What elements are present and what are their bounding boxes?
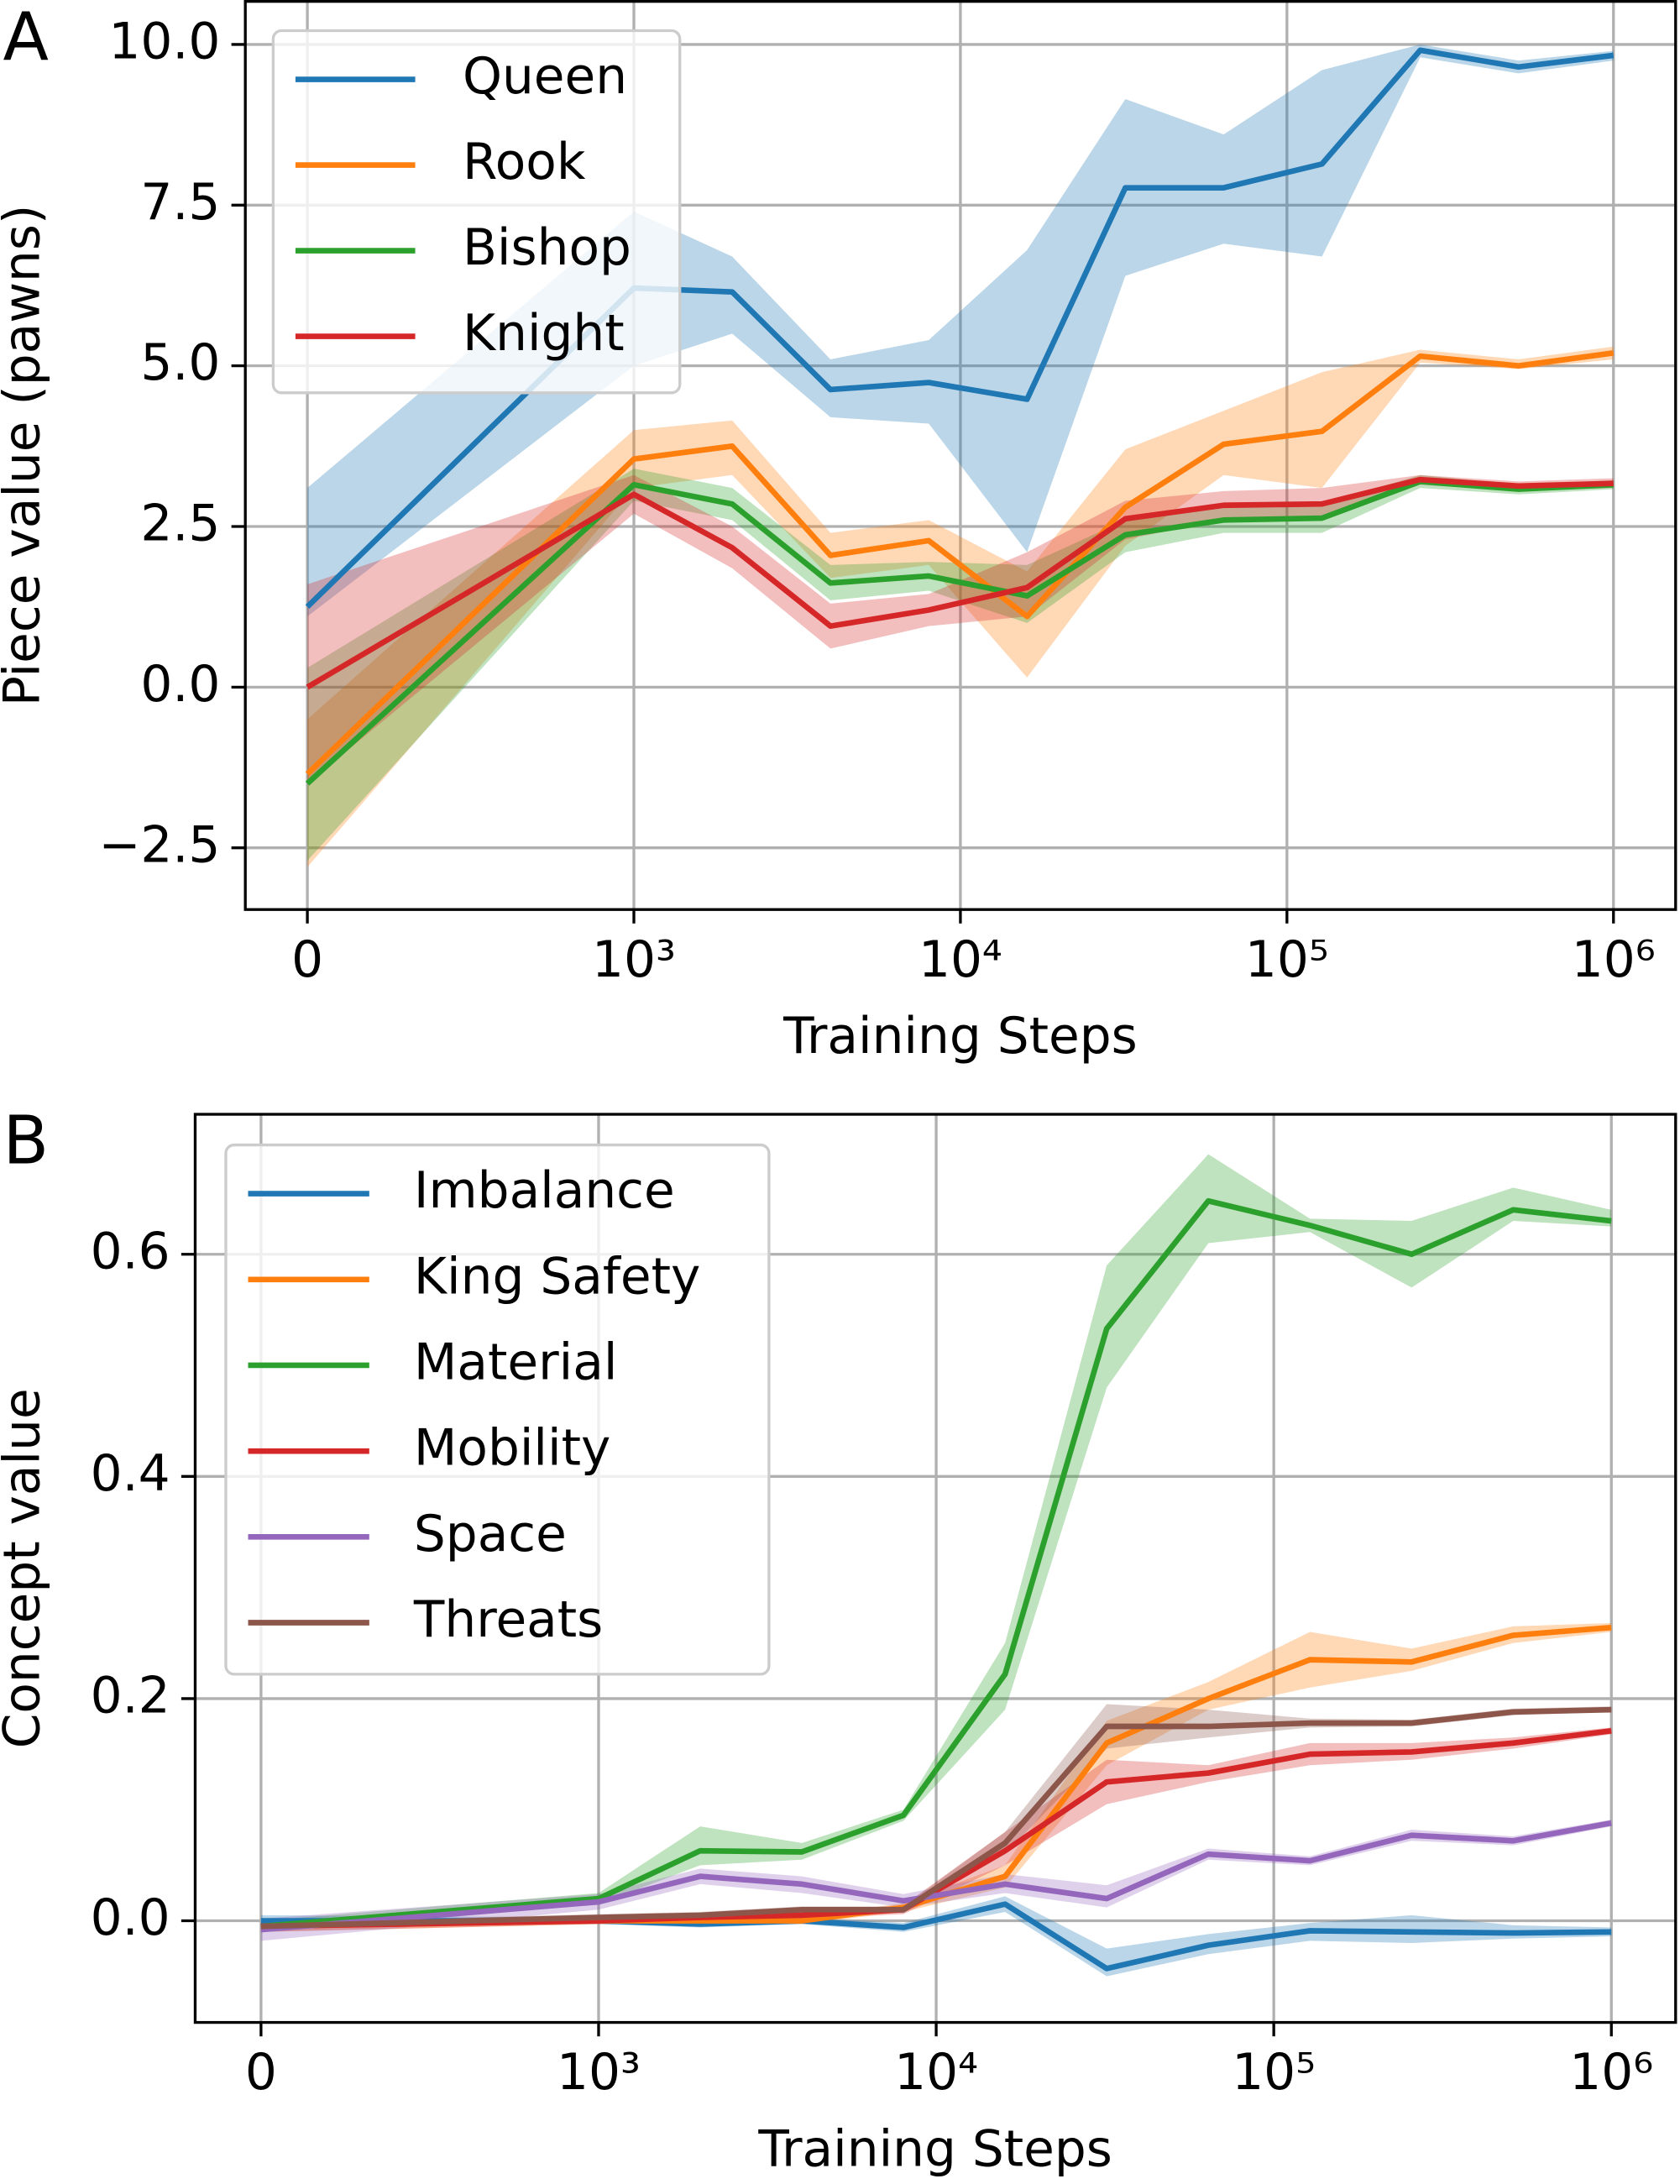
- series-line: [260, 1706, 1612, 1930]
- legend-label: Mobility: [414, 1420, 610, 1478]
- y-tick-label: 0.6: [91, 1223, 170, 1281]
- legend-box: [271, 29, 682, 395]
- x-axis-label: Training Steps: [782, 1008, 1138, 1066]
- confidence-band: [307, 44, 1614, 617]
- y-tick-label: −2.5: [98, 816, 220, 874]
- confidence-band: [260, 1896, 1612, 1977]
- confidence-band: [260, 1154, 1612, 1932]
- y-axis-label: Piece value (pawns): [0, 205, 52, 706]
- y-tick-label: 5.0: [140, 334, 220, 392]
- x-tick-label: 10⁵: [1245, 931, 1329, 989]
- series-line: [306, 476, 1614, 690]
- confidence-band: [307, 346, 1614, 867]
- y-tick-label: 2.5: [140, 495, 220, 553]
- legend-label: King Safety: [414, 1248, 700, 1306]
- x-axis-label: Training Steps: [757, 2120, 1112, 2178]
- x-tick-label: 0: [245, 2044, 277, 2102]
- x-tick-label: 10⁶: [1572, 931, 1656, 989]
- legend-label: Material: [414, 1334, 618, 1392]
- panel-label: A: [3, 0, 49, 76]
- legend-label: Rook: [463, 134, 586, 191]
- axes-frame: [243, 0, 1677, 911]
- series-line: [305, 47, 1615, 610]
- legend-label: Space: [414, 1506, 567, 1563]
- series-line: [260, 1197, 1612, 1930]
- axes-frame: [193, 1113, 1677, 2024]
- x-tick-label: 10³: [592, 931, 676, 989]
- legend-label: Threats: [413, 1591, 603, 1649]
- plot-area: [260, 1154, 1612, 1977]
- legend-label: Imbalance: [414, 1162, 675, 1220]
- y-tick-label: 0.2: [91, 1668, 170, 1726]
- legend-label: Knight: [463, 305, 625, 363]
- x-tick-label: 10⁶: [1569, 2044, 1653, 2102]
- y-tick-label: 0.0: [140, 656, 220, 714]
- x-tick-label: 10⁵: [1232, 2044, 1316, 2102]
- plot-area: [305, 44, 1615, 867]
- legend-label: Bishop: [463, 219, 631, 277]
- x-tick-label: 0: [291, 931, 323, 989]
- x-tick-label: 10³: [557, 2044, 641, 2102]
- y-tick-label: 10.0: [108, 13, 220, 71]
- y-tick-label: 7.5: [140, 174, 220, 232]
- series-line: [260, 1820, 1612, 1933]
- confidence-band: [260, 1704, 1612, 1930]
- x-tick-label: 10⁴: [919, 931, 1002, 989]
- series-line: [305, 350, 1615, 777]
- y-tick-label: 0.4: [91, 1445, 170, 1503]
- y-tick-label: 0.0: [91, 1889, 170, 1947]
- panel-label: B: [3, 1102, 50, 1180]
- y-axis-label: Concept value: [0, 1388, 52, 1748]
- x-tick-label: 10⁴: [894, 2044, 978, 2102]
- legend-label: Queen: [463, 48, 627, 106]
